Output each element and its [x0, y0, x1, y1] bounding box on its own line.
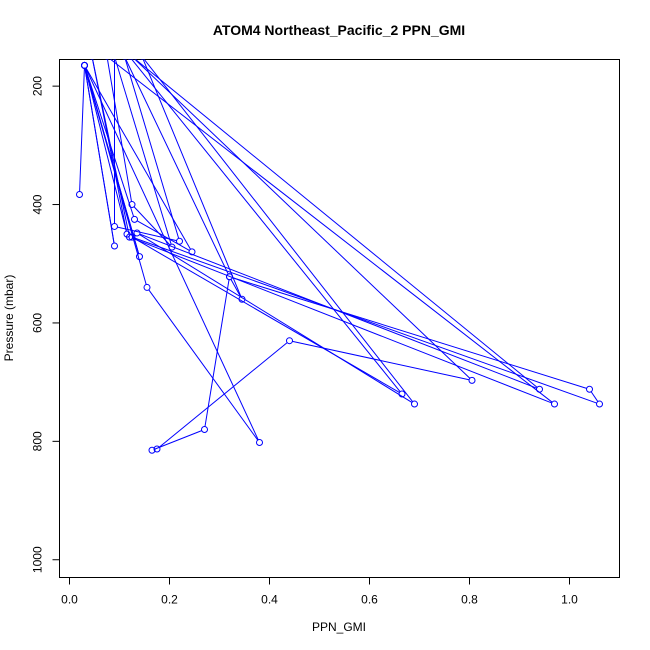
series-line-segment [84, 68, 127, 232]
data-point [81, 61, 88, 69]
data-point [127, 59, 132, 61]
data-point [176, 237, 183, 245]
y-axis-label: Pressure (mbar) [2, 275, 16, 362]
data-point [168, 243, 176, 251]
series-line-segment [142, 59, 242, 297]
series-line-segment [133, 206, 171, 246]
data-point [153, 445, 161, 453]
y-tick-label: 800 [31, 431, 45, 451]
series-line-segment [79, 68, 85, 192]
x-tick-label: 1.0 [561, 593, 578, 607]
series-line-segment [114, 59, 172, 245]
series-line-segment [134, 237, 597, 404]
series-line-segment [136, 220, 190, 251]
series-line-segment [134, 238, 400, 393]
series-line-segment [117, 226, 177, 242]
data-point [238, 295, 246, 303]
y-tick-label: 1000 [31, 546, 45, 573]
data-point [122, 59, 127, 61]
data-point [112, 59, 117, 61]
y-axis: 200 400 600 800 1000 [31, 76, 60, 573]
data-point [111, 222, 118, 230]
series-line-segment [230, 279, 241, 297]
x-tick-label: 0.0 [61, 593, 78, 607]
data-point [128, 201, 136, 209]
data-point [201, 426, 208, 433]
series-line-segment [134, 59, 538, 388]
data-point [596, 400, 603, 408]
series-line-segment [154, 430, 202, 450]
series-line-segment [124, 59, 180, 239]
plot-area-frame [59, 59, 620, 578]
series-line-segment [139, 234, 413, 403]
x-tick-label: 0.6 [361, 593, 378, 607]
series-line-segment [159, 342, 288, 448]
series-line-segment [92, 59, 130, 235]
data-point [105, 59, 109, 61]
series-line-segment [590, 391, 599, 402]
data-point [136, 253, 143, 261]
y-tick-label: 600 [31, 313, 45, 333]
series-line-segment [232, 277, 587, 389]
data-point [140, 59, 144, 61]
data-point [143, 283, 151, 291]
series-line-segment [125, 59, 229, 275]
series-line-segment [131, 59, 401, 392]
series-line-segment [109, 59, 553, 403]
x-axis-label: PPN_GMI [312, 620, 366, 634]
series-line-segment [84, 68, 115, 244]
series-line-segment [134, 59, 471, 379]
chart-title: ATOM4 Northeast_Pacific_2 PPN_GMI [213, 22, 465, 38]
data-point [398, 390, 406, 398]
x-tick-label: 0.8 [461, 593, 478, 607]
x-tick-label: 0.4 [261, 593, 278, 607]
data-point [586, 385, 593, 393]
data-point [148, 446, 156, 454]
data-point [131, 215, 138, 223]
y-tick-label: 200 [31, 76, 45, 96]
data-point [76, 190, 83, 198]
y-tick-label: 400 [31, 194, 45, 214]
data-point [111, 242, 118, 250]
data-point [468, 376, 476, 384]
data-point [128, 233, 136, 241]
data-point [256, 439, 263, 447]
data-point [551, 400, 558, 408]
data-point [133, 229, 141, 237]
data-point [130, 59, 134, 61]
series-line-segment [107, 59, 132, 202]
data-point [188, 248, 196, 256]
data-point [536, 385, 543, 393]
data-point [126, 233, 133, 241]
series-line-segment [143, 59, 414, 402]
data-point [226, 273, 233, 281]
data-point [90, 59, 94, 61]
series-line-segment [85, 67, 191, 250]
series-line-segment [132, 237, 552, 404]
series-layer [76, 59, 603, 454]
data-point [411, 400, 418, 408]
data-point [286, 337, 293, 345]
series-line-segment [148, 289, 259, 441]
x-tick-label: 0.2 [161, 593, 178, 607]
series-line-segment [204, 279, 230, 427]
x-axis: 0.0 0.2 0.4 0.6 0.8 1.0 [61, 577, 578, 607]
